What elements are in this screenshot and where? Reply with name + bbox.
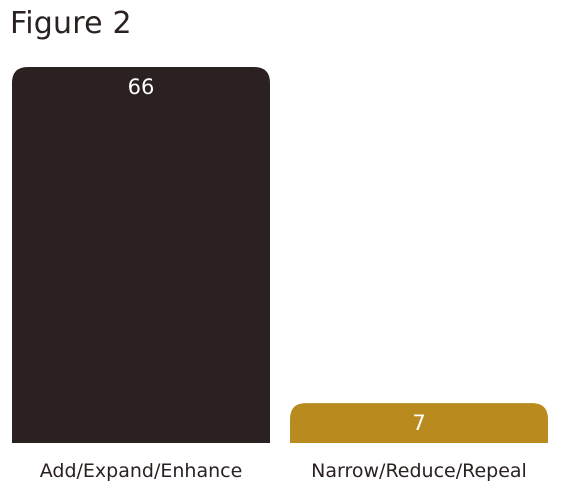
chart-title: Figure 2: [10, 6, 132, 41]
bar-value-label-2: 7: [412, 411, 425, 435]
category-label-1: Add/Expand/Enhance: [40, 460, 243, 482]
bars-group: [12, 67, 548, 443]
category-labels-group: Add/Expand/Enhance Narrow/Reduce/Repeal: [40, 460, 527, 482]
category-label-2: Narrow/Reduce/Repeal: [311, 460, 527, 482]
bar-1: [12, 67, 270, 443]
bar-2: [290, 403, 548, 443]
bar-value-label-1: 66: [128, 75, 155, 99]
value-labels-group: 66 7: [128, 75, 426, 435]
